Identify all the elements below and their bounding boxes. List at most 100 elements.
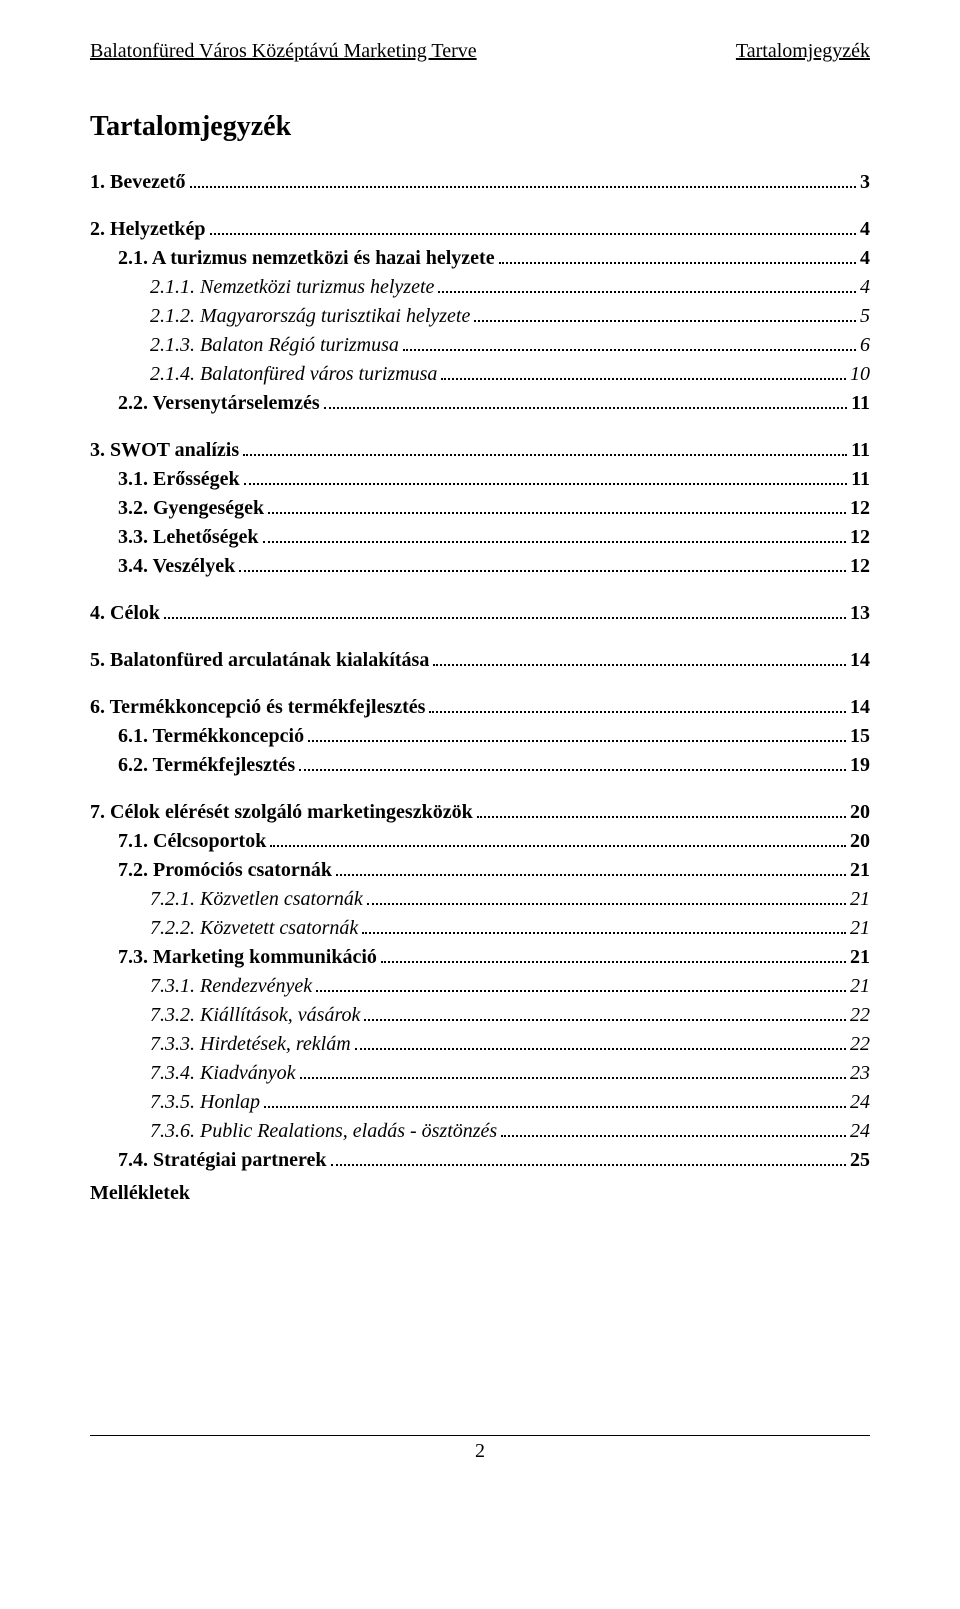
toc-entry: 2.1.1. Nemzetközi turizmus helyzete 4 (90, 276, 870, 299)
toc-leader-dots (244, 474, 847, 485)
toc-entry: 7.3.5. Honlap 24 (90, 1091, 870, 1114)
toc-entry-page: 6 (860, 334, 870, 357)
toc-entry: 4. Célok 13 (90, 602, 870, 625)
toc-entry-label: 3. SWOT analízis (90, 439, 239, 462)
toc-entry: 6.2. Termékfejlesztés 19 (90, 754, 870, 777)
toc-entry-label: 7.3.4. Kiadványok (150, 1062, 296, 1085)
toc-entry: 2.2. Versenytárselemzés 11 (90, 392, 870, 415)
toc-entry-page: 24 (850, 1091, 870, 1114)
toc-entry-label: 7.3.6. Public Realations, eladás - ösztö… (150, 1120, 497, 1143)
toc-entry-label: 2.1.1. Nemzetközi turizmus helyzete (150, 276, 434, 299)
toc-entry-label: 7.3. Marketing kommunikáció (118, 946, 377, 969)
toc-entry: 6. Termékkoncepció és termékfejlesztés 1… (90, 696, 870, 719)
toc-entry-label: 2. Helyzetkép (90, 218, 206, 241)
toc-entry: 3.1. Erősségek 11 (90, 468, 870, 491)
toc-entry-page: 21 (850, 975, 870, 998)
toc-entry: 2. Helyzetkép 4 (90, 218, 870, 241)
toc-entry-label: 5. Balatonfüred arculatának kialakítása (90, 649, 429, 672)
toc-entry-label: 7.1. Célcsoportok (118, 830, 266, 853)
toc-entry: 7.2. Promóciós csatornák 21 (90, 859, 870, 882)
page-header: Balatonfüred Város Középtávú Marketing T… (90, 40, 870, 63)
toc-leader-dots (243, 445, 847, 456)
toc-entry: 2.1. A turizmus nemzetközi és hazai hely… (90, 247, 870, 270)
page-title: Tartalomjegyzék (90, 111, 870, 143)
toc-leader-dots (308, 731, 846, 742)
toc-entry-label: 7. Célok elérését szolgáló marketingeszk… (90, 801, 473, 824)
footer-separator (90, 1435, 870, 1436)
toc-leader-dots (299, 760, 846, 771)
toc-leader-dots (441, 369, 846, 380)
toc-entry: 7.4. Stratégiai partnerek 25 (90, 1149, 870, 1172)
toc-leader-dots (355, 1039, 846, 1050)
toc-entry-label: 2.1.4. Balatonfüred város turizmusa (150, 363, 437, 386)
toc-entry-label: 4. Célok (90, 602, 160, 625)
toc-leader-dots (362, 923, 846, 934)
toc-entry-page: 11 (851, 468, 870, 491)
toc-entry: 6.1. Termékkoncepció 15 (90, 725, 870, 748)
toc-entry-label: 6.1. Termékkoncepció (118, 725, 304, 748)
footer-page-number: 2 (90, 1440, 870, 1463)
toc-leader-dots (438, 282, 856, 293)
toc-leader-dots (268, 503, 846, 514)
toc-entry: 7.2.2. Közvetett csatornák 21 (90, 917, 870, 940)
toc-entry-page: 12 (850, 555, 870, 578)
toc-leader-dots (433, 655, 846, 666)
toc-entry-label: 3.4. Veszélyek (118, 555, 235, 578)
toc-entry: 7.3.1. Rendezvények 21 (90, 975, 870, 998)
toc-leader-dots (300, 1068, 846, 1079)
toc-leader-dots (364, 1010, 846, 1021)
toc-entry-page: 21 (850, 888, 870, 911)
toc-entry-label: 7.3.1. Rendezvények (150, 975, 312, 998)
toc-leader-dots (403, 340, 856, 351)
toc-entry-page: 10 (850, 363, 870, 386)
toc-entry-page: 21 (850, 946, 870, 969)
toc-leader-dots (367, 894, 846, 905)
toc-entry-page: 4 (860, 247, 870, 270)
toc-entry: 7.3. Marketing kommunikáció 21 (90, 946, 870, 969)
toc-entry-label: 2.1.2. Magyarország turisztikai helyzete (150, 305, 470, 328)
toc-entry-label: 7.4. Stratégiai partnerek (118, 1149, 327, 1172)
toc-entry: 7.3.6. Public Realations, eladás - ösztö… (90, 1120, 870, 1143)
toc-entry-page: 11 (851, 439, 870, 462)
toc-entry-label: 1. Bevezető (90, 171, 186, 194)
toc-entry-page: 22 (850, 1033, 870, 1056)
toc-entry-page: 15 (850, 725, 870, 748)
toc-entry: 7.3.3. Hirdetések, reklám 22 (90, 1033, 870, 1056)
toc-entry-page: 20 (850, 801, 870, 824)
toc-leader-dots (501, 1126, 846, 1137)
toc-leader-dots (270, 836, 846, 847)
toc-entry-label: 3.1. Erősségek (118, 468, 240, 491)
toc-entry-page: 21 (850, 859, 870, 882)
toc-leader-dots (164, 608, 846, 619)
toc-entry-page: 14 (850, 696, 870, 719)
toc-entry: 2.1.4. Balatonfüred város turizmusa 10 (90, 363, 870, 386)
toc-entry-page: 24 (850, 1120, 870, 1143)
header-right: Tartalomjegyzék (736, 40, 870, 63)
header-left: Balatonfüred Város Középtávú Marketing T… (90, 40, 477, 63)
toc-leader-dots (381, 952, 846, 963)
toc-entry: 3.3. Lehetőségek 12 (90, 526, 870, 549)
toc-entry: 7.3.2. Kiállítások, vásárok 22 (90, 1004, 870, 1027)
toc-entry-page: 14 (850, 649, 870, 672)
appendix-label: Mellékletek (90, 1182, 870, 1205)
toc-entry: 2.1.3. Balaton Régió turizmusa 6 (90, 334, 870, 357)
toc-entry: 3. SWOT analízis 11 (90, 439, 870, 462)
toc-leader-dots (239, 561, 846, 572)
toc-entry-label: 7.2.1. Közvetlen csatornák (150, 888, 363, 911)
toc-leader-dots (264, 1097, 846, 1108)
toc-entry: 1. Bevezető 3 (90, 171, 870, 194)
toc-leader-dots (499, 253, 856, 264)
toc-entry-label: 7.2. Promóciós csatornák (118, 859, 332, 882)
toc-leader-dots (331, 1155, 847, 1166)
toc-entry-label: 2.1. A turizmus nemzetközi és hazai hely… (118, 247, 495, 270)
toc-entry: 7.3.4. Kiadványok 23 (90, 1062, 870, 1085)
toc-entry: 3.4. Veszélyek 12 (90, 555, 870, 578)
toc-leader-dots (324, 398, 847, 409)
toc-entry-page: 4 (860, 276, 870, 299)
toc-entry-page: 22 (850, 1004, 870, 1027)
toc-entry-page: 5 (860, 305, 870, 328)
toc-leader-dots (190, 177, 856, 188)
toc-entry-page: 11 (851, 392, 870, 415)
toc-entry-label: 2.1.3. Balaton Régió turizmusa (150, 334, 399, 357)
toc-entry-page: 12 (850, 526, 870, 549)
